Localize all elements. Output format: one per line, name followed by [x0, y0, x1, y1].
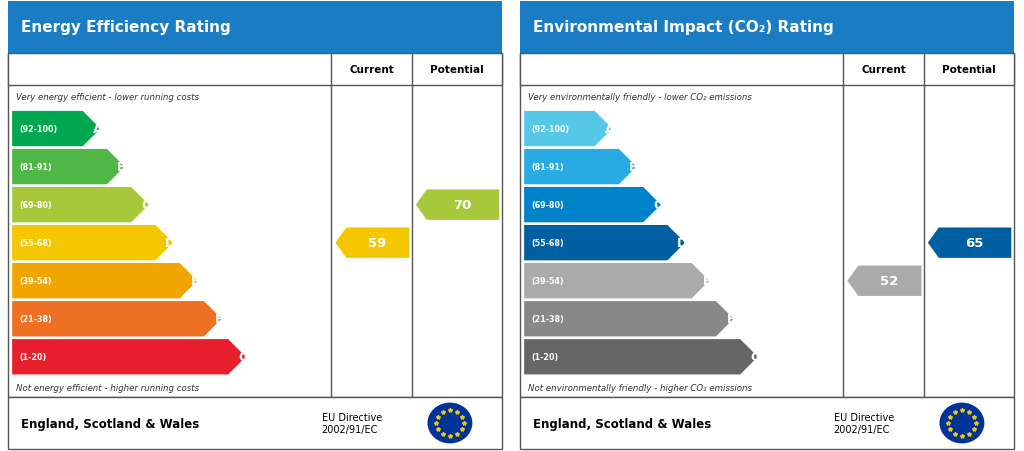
Text: (92-100): (92-100) — [19, 125, 57, 134]
Circle shape — [428, 404, 472, 443]
FancyBboxPatch shape — [8, 54, 502, 397]
Text: Not energy efficient - higher running costs: Not energy efficient - higher running co… — [15, 383, 199, 392]
Text: A: A — [93, 123, 102, 136]
Text: Potential: Potential — [430, 64, 483, 75]
Polygon shape — [524, 112, 612, 147]
Text: 59: 59 — [369, 237, 386, 249]
FancyBboxPatch shape — [520, 54, 1014, 86]
Polygon shape — [12, 112, 100, 147]
Text: (81-91): (81-91) — [19, 163, 52, 172]
Text: (1-20): (1-20) — [19, 353, 46, 362]
Text: G: G — [750, 350, 760, 364]
Text: F: F — [727, 313, 735, 326]
FancyBboxPatch shape — [8, 397, 502, 449]
Polygon shape — [12, 150, 125, 185]
Polygon shape — [12, 226, 173, 261]
Polygon shape — [848, 266, 922, 296]
Polygon shape — [12, 301, 221, 337]
Text: Very environmentally friendly - lower CO₂ emissions: Very environmentally friendly - lower CO… — [527, 92, 752, 101]
FancyBboxPatch shape — [8, 2, 502, 54]
Polygon shape — [524, 301, 733, 337]
Text: England, Scotland & Wales: England, Scotland & Wales — [20, 417, 199, 429]
Text: G: G — [238, 350, 248, 364]
Text: D: D — [165, 237, 175, 249]
Text: Current: Current — [349, 64, 394, 75]
Text: (1-20): (1-20) — [531, 353, 558, 362]
Text: E: E — [702, 275, 711, 288]
Text: England, Scotland & Wales: England, Scotland & Wales — [532, 417, 711, 429]
Text: (55-68): (55-68) — [19, 239, 52, 248]
Circle shape — [940, 404, 984, 443]
Polygon shape — [12, 339, 246, 375]
Text: (39-54): (39-54) — [19, 276, 51, 285]
Polygon shape — [12, 188, 148, 223]
Text: (69-80): (69-80) — [19, 201, 52, 210]
Text: F: F — [215, 313, 223, 326]
Text: Environmental Impact (CO₂) Rating: Environmental Impact (CO₂) Rating — [532, 20, 834, 36]
Text: (69-80): (69-80) — [531, 201, 564, 210]
Text: (55-68): (55-68) — [531, 239, 564, 248]
Text: 65: 65 — [966, 237, 984, 249]
Text: Energy Efficiency Rating: Energy Efficiency Rating — [20, 20, 230, 36]
Text: C: C — [653, 199, 663, 212]
Polygon shape — [524, 226, 685, 261]
Text: 52: 52 — [881, 275, 898, 288]
Polygon shape — [336, 228, 410, 258]
Polygon shape — [12, 263, 198, 299]
Text: E: E — [190, 275, 199, 288]
Polygon shape — [524, 339, 758, 375]
Polygon shape — [416, 190, 500, 221]
Polygon shape — [524, 150, 637, 185]
FancyBboxPatch shape — [520, 54, 1014, 397]
Text: (81-91): (81-91) — [531, 163, 564, 172]
Text: Current: Current — [861, 64, 906, 75]
Text: (21-38): (21-38) — [531, 314, 564, 323]
Text: B: B — [629, 161, 639, 174]
Text: (92-100): (92-100) — [531, 125, 569, 134]
Text: Very energy efficient - lower running costs: Very energy efficient - lower running co… — [15, 92, 199, 101]
Text: Not environmentally friendly - higher CO₂ emissions: Not environmentally friendly - higher CO… — [527, 383, 752, 392]
Text: D: D — [677, 237, 687, 249]
Polygon shape — [928, 228, 1012, 258]
Text: Potential: Potential — [942, 64, 995, 75]
FancyBboxPatch shape — [520, 2, 1014, 54]
Polygon shape — [524, 188, 660, 223]
Text: 70: 70 — [454, 199, 472, 212]
Text: (39-54): (39-54) — [531, 276, 563, 285]
Polygon shape — [524, 263, 710, 299]
Text: EU Directive
2002/91/EC: EU Directive 2002/91/EC — [834, 412, 894, 434]
Text: A: A — [605, 123, 614, 136]
Text: (21-38): (21-38) — [19, 314, 52, 323]
Text: C: C — [141, 199, 151, 212]
FancyBboxPatch shape — [8, 54, 502, 86]
Text: B: B — [117, 161, 127, 174]
Text: EU Directive
2002/91/EC: EU Directive 2002/91/EC — [322, 412, 382, 434]
FancyBboxPatch shape — [520, 397, 1014, 449]
